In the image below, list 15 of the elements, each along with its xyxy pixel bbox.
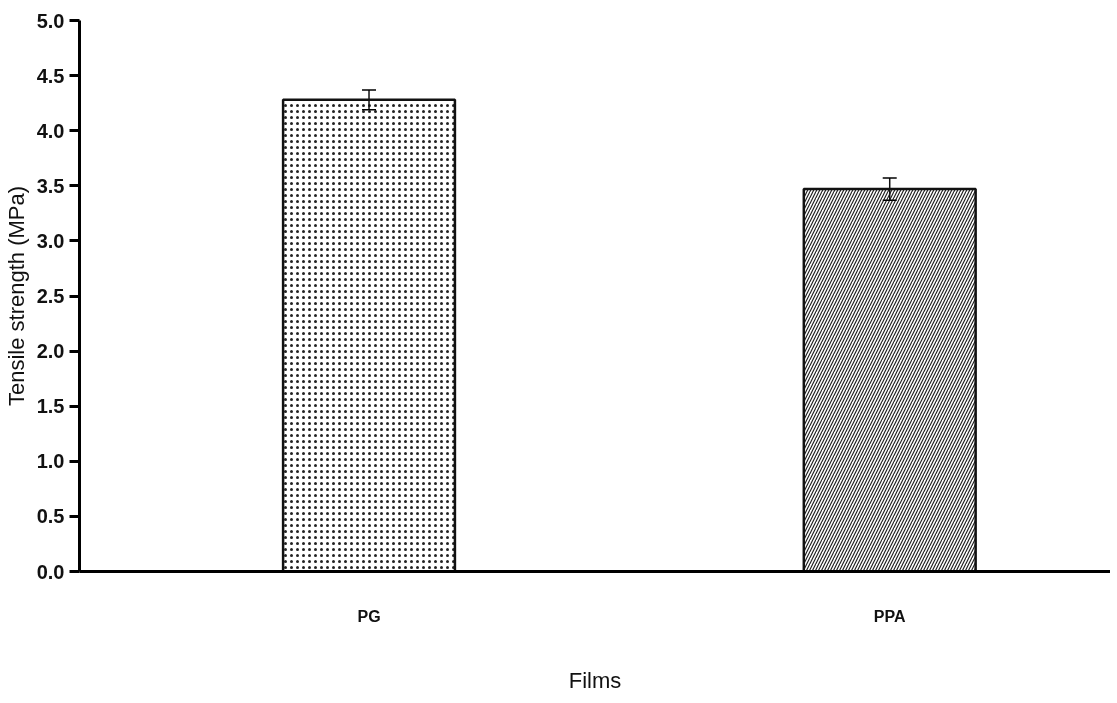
- y-tick-label: 1.5: [36, 395, 65, 418]
- y-tick-label: 0.5: [36, 505, 65, 528]
- y-tick-label: 1.0: [36, 450, 65, 473]
- y-tick-label: 0.0: [36, 560, 65, 583]
- y-tick-label: 3.0: [36, 229, 65, 252]
- x-tick-label: PPA: [873, 607, 907, 625]
- y-tick-label: 3.5: [36, 174, 65, 197]
- x-axis-title: Films: [568, 667, 622, 693]
- y-tick-label: 2.5: [36, 285, 65, 307]
- y-axis-title: Tensile strength (MPa): [3, 185, 29, 407]
- y-tick-label: 4.0: [36, 119, 65, 142]
- x-tick-label: PG: [357, 607, 381, 625]
- y-tick-label: 5.0: [36, 9, 65, 32]
- y-tick-label: 4.5: [36, 64, 65, 87]
- y-tick-label: 2.0: [36, 340, 65, 363]
